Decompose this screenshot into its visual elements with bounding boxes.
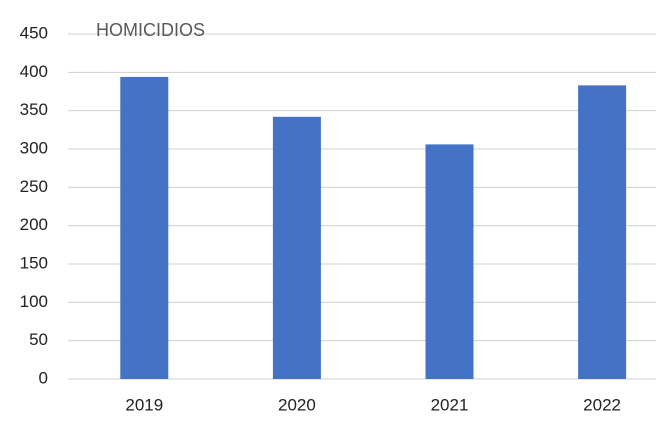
y-tick-label: 100 xyxy=(20,292,48,311)
y-tick-label: 50 xyxy=(29,330,48,349)
y-tick-label: 150 xyxy=(20,253,48,272)
y-tick-label: 350 xyxy=(20,100,48,119)
chart-title: HOMICIDIOS xyxy=(96,20,205,40)
y-tick-label: 450 xyxy=(20,23,48,42)
x-tick-label: 2021 xyxy=(431,395,469,414)
bar xyxy=(120,76,169,379)
x-tick-label: 2019 xyxy=(125,395,163,414)
y-tick-label: 200 xyxy=(20,215,48,234)
y-tick-label: 400 xyxy=(20,62,48,81)
x-tick-label: 2020 xyxy=(278,395,316,414)
y-tick-label: 300 xyxy=(20,138,48,157)
y-tick-label: 0 xyxy=(39,368,48,387)
bar xyxy=(425,144,474,379)
x-tick-label: 2022 xyxy=(583,395,621,414)
y-tick-label: 250 xyxy=(20,177,48,196)
bar xyxy=(272,116,321,380)
bar xyxy=(578,85,627,379)
